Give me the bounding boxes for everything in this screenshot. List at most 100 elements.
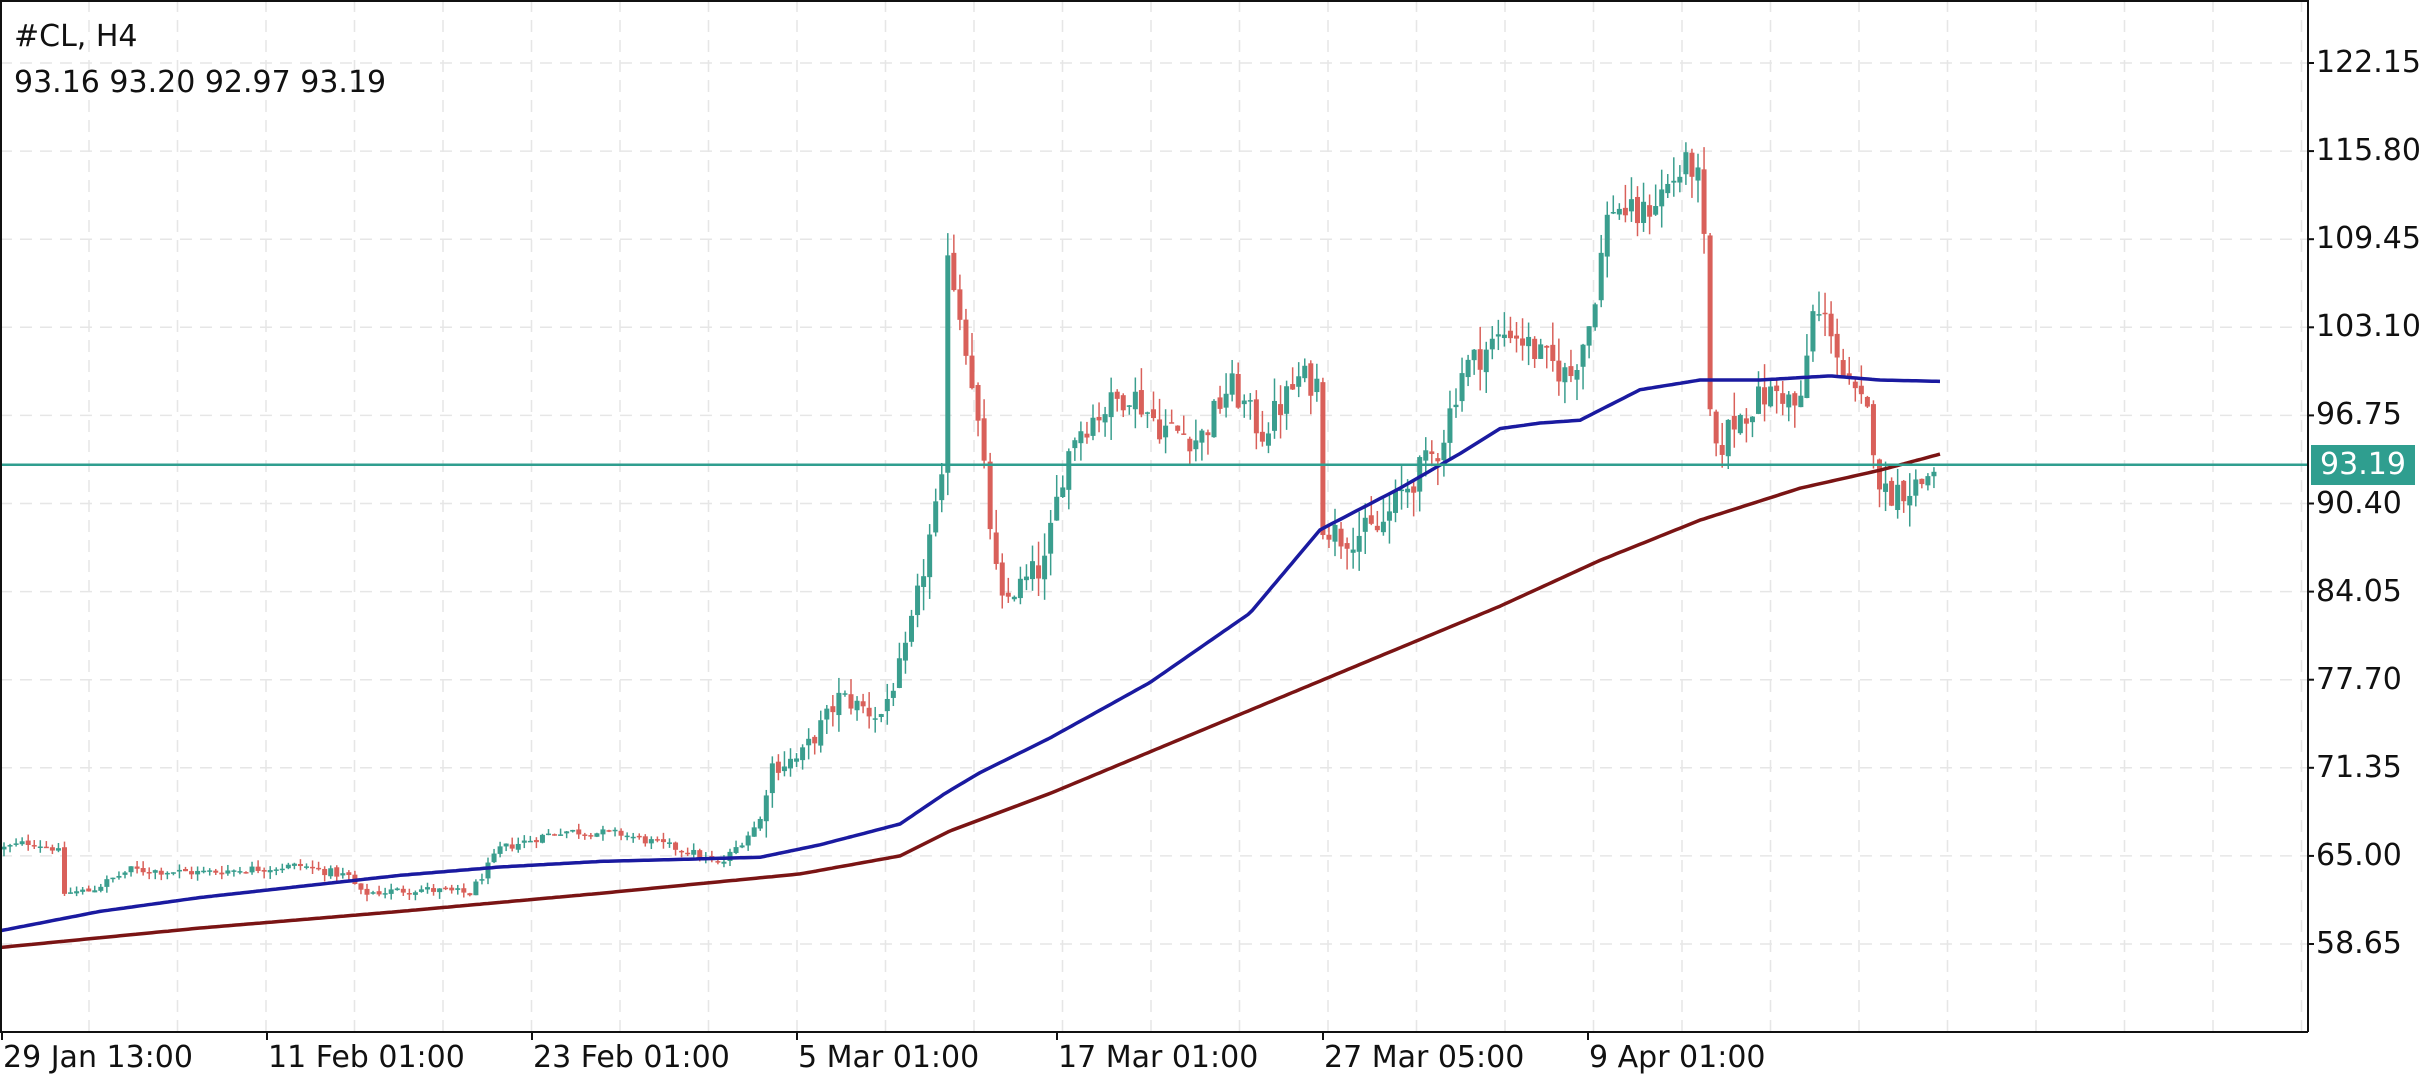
bear-candle: [1622, 207, 1628, 216]
bull-candle: [1078, 431, 1084, 444]
bear-candle: [993, 532, 999, 564]
bear-candle: [715, 861, 721, 863]
bull-candle: [1725, 419, 1731, 457]
bull-candle: [1090, 417, 1096, 436]
bear-candle: [406, 893, 412, 895]
bull-candle: [1641, 201, 1647, 223]
bull-candle: [1399, 489, 1405, 492]
bear-candle: [1151, 409, 1156, 419]
bull-candle: [1810, 311, 1816, 352]
bull-candle: [418, 889, 424, 892]
bear-candle: [1870, 404, 1876, 456]
bull-candle: [1386, 511, 1392, 521]
bear-candle: [316, 867, 322, 870]
bull-candle: [104, 879, 110, 887]
bull-candle: [1423, 450, 1429, 461]
bull-candle: [818, 720, 824, 746]
bear-candle: [848, 694, 854, 709]
bear-candle: [431, 888, 437, 892]
bull-candle: [1677, 176, 1683, 183]
time-tick-label: 9 Apr 01:00: [1589, 1040, 1766, 1075]
bull-candle: [1284, 386, 1290, 414]
bull-candle: [425, 887, 430, 890]
bear-candle: [618, 830, 624, 836]
symbol-timeframe: #CL, H4: [14, 19, 138, 54]
bull-candle: [1108, 392, 1114, 418]
bull-candle: [1592, 304, 1598, 328]
bull-candle: [1332, 524, 1338, 542]
bull-candle: [933, 501, 939, 533]
bear-candle: [449, 887, 455, 891]
bull-candle: [1417, 457, 1423, 492]
bull-candle: [473, 881, 479, 896]
bear-candle: [1852, 381, 1858, 389]
bear-candle: [346, 872, 352, 875]
bull-candle: [691, 849, 697, 855]
bull-candle: [231, 870, 237, 872]
bull-candle: [1163, 425, 1169, 438]
bull-candle: [1737, 414, 1743, 434]
bull-candle: [13, 843, 19, 845]
bear-candle: [1713, 411, 1719, 444]
bull-candle: [1459, 373, 1465, 402]
bear-candle: [1308, 363, 1314, 396]
bull-candle: [800, 747, 806, 761]
bull-candle: [594, 833, 600, 837]
bull-candle: [1314, 378, 1320, 393]
price-tick-label: 65.00: [2316, 837, 2402, 873]
bull-candle: [1695, 167, 1701, 181]
bull-candle: [92, 890, 98, 893]
bull-candle: [1011, 596, 1017, 600]
bear-candle: [322, 868, 328, 876]
bull-candle: [237, 871, 243, 873]
bear-candle: [685, 852, 691, 855]
bull-candle: [600, 829, 606, 835]
bull-candle: [340, 873, 346, 876]
bear-candle: [1217, 397, 1223, 409]
bull-candle: [1798, 395, 1804, 408]
ohlc-values: 93.16 93.20 92.97 93.19: [14, 65, 387, 100]
bull-candle: [1030, 561, 1035, 580]
axes: [0, 0, 2314, 1040]
bear-candle: [1743, 418, 1749, 424]
bear-candle: [1084, 433, 1090, 438]
price-tick-label: 115.80: [2316, 133, 2421, 169]
bear-candle: [981, 418, 987, 461]
bear-candle: [1374, 525, 1380, 531]
bull-candle: [279, 868, 285, 871]
bull-candle: [927, 534, 933, 578]
bear-candle: [1036, 565, 1042, 579]
bear-candle: [1411, 486, 1417, 493]
bear-candle: [1114, 391, 1120, 399]
bear-candle: [860, 701, 866, 707]
bull-candle: [249, 866, 255, 873]
bull-candle: [455, 888, 461, 890]
price-tick-label: 96.75: [2316, 397, 2402, 433]
bull-candle: [1272, 400, 1277, 431]
bull-candle: [1671, 180, 1677, 183]
time-tick-label: 27 Mar 05:00: [1324, 1040, 1525, 1075]
bear-candle: [1259, 431, 1265, 442]
bear-candle: [1005, 592, 1011, 597]
moving-averages: [0, 374, 1941, 950]
bull-candle: [1102, 414, 1108, 423]
bear-candle: [1175, 425, 1181, 431]
price-tick-label: 71.35: [2316, 749, 2402, 785]
bull-candle: [1042, 555, 1048, 580]
bull-candle: [491, 853, 497, 863]
bull-candle: [225, 870, 231, 874]
bear-candle: [261, 870, 267, 872]
bull-candle: [1562, 367, 1568, 383]
bear-candle: [1647, 205, 1653, 217]
bear-candle: [999, 562, 1005, 596]
price-tick-label: 90.40: [2316, 485, 2402, 521]
bear-candle: [183, 869, 188, 872]
bear-candle: [467, 893, 473, 896]
bull-candle: [721, 861, 727, 864]
bull-candle: [539, 834, 545, 843]
bull-candle: [890, 690, 896, 698]
bull-candle: [273, 869, 279, 871]
bull-candle: [304, 866, 309, 868]
